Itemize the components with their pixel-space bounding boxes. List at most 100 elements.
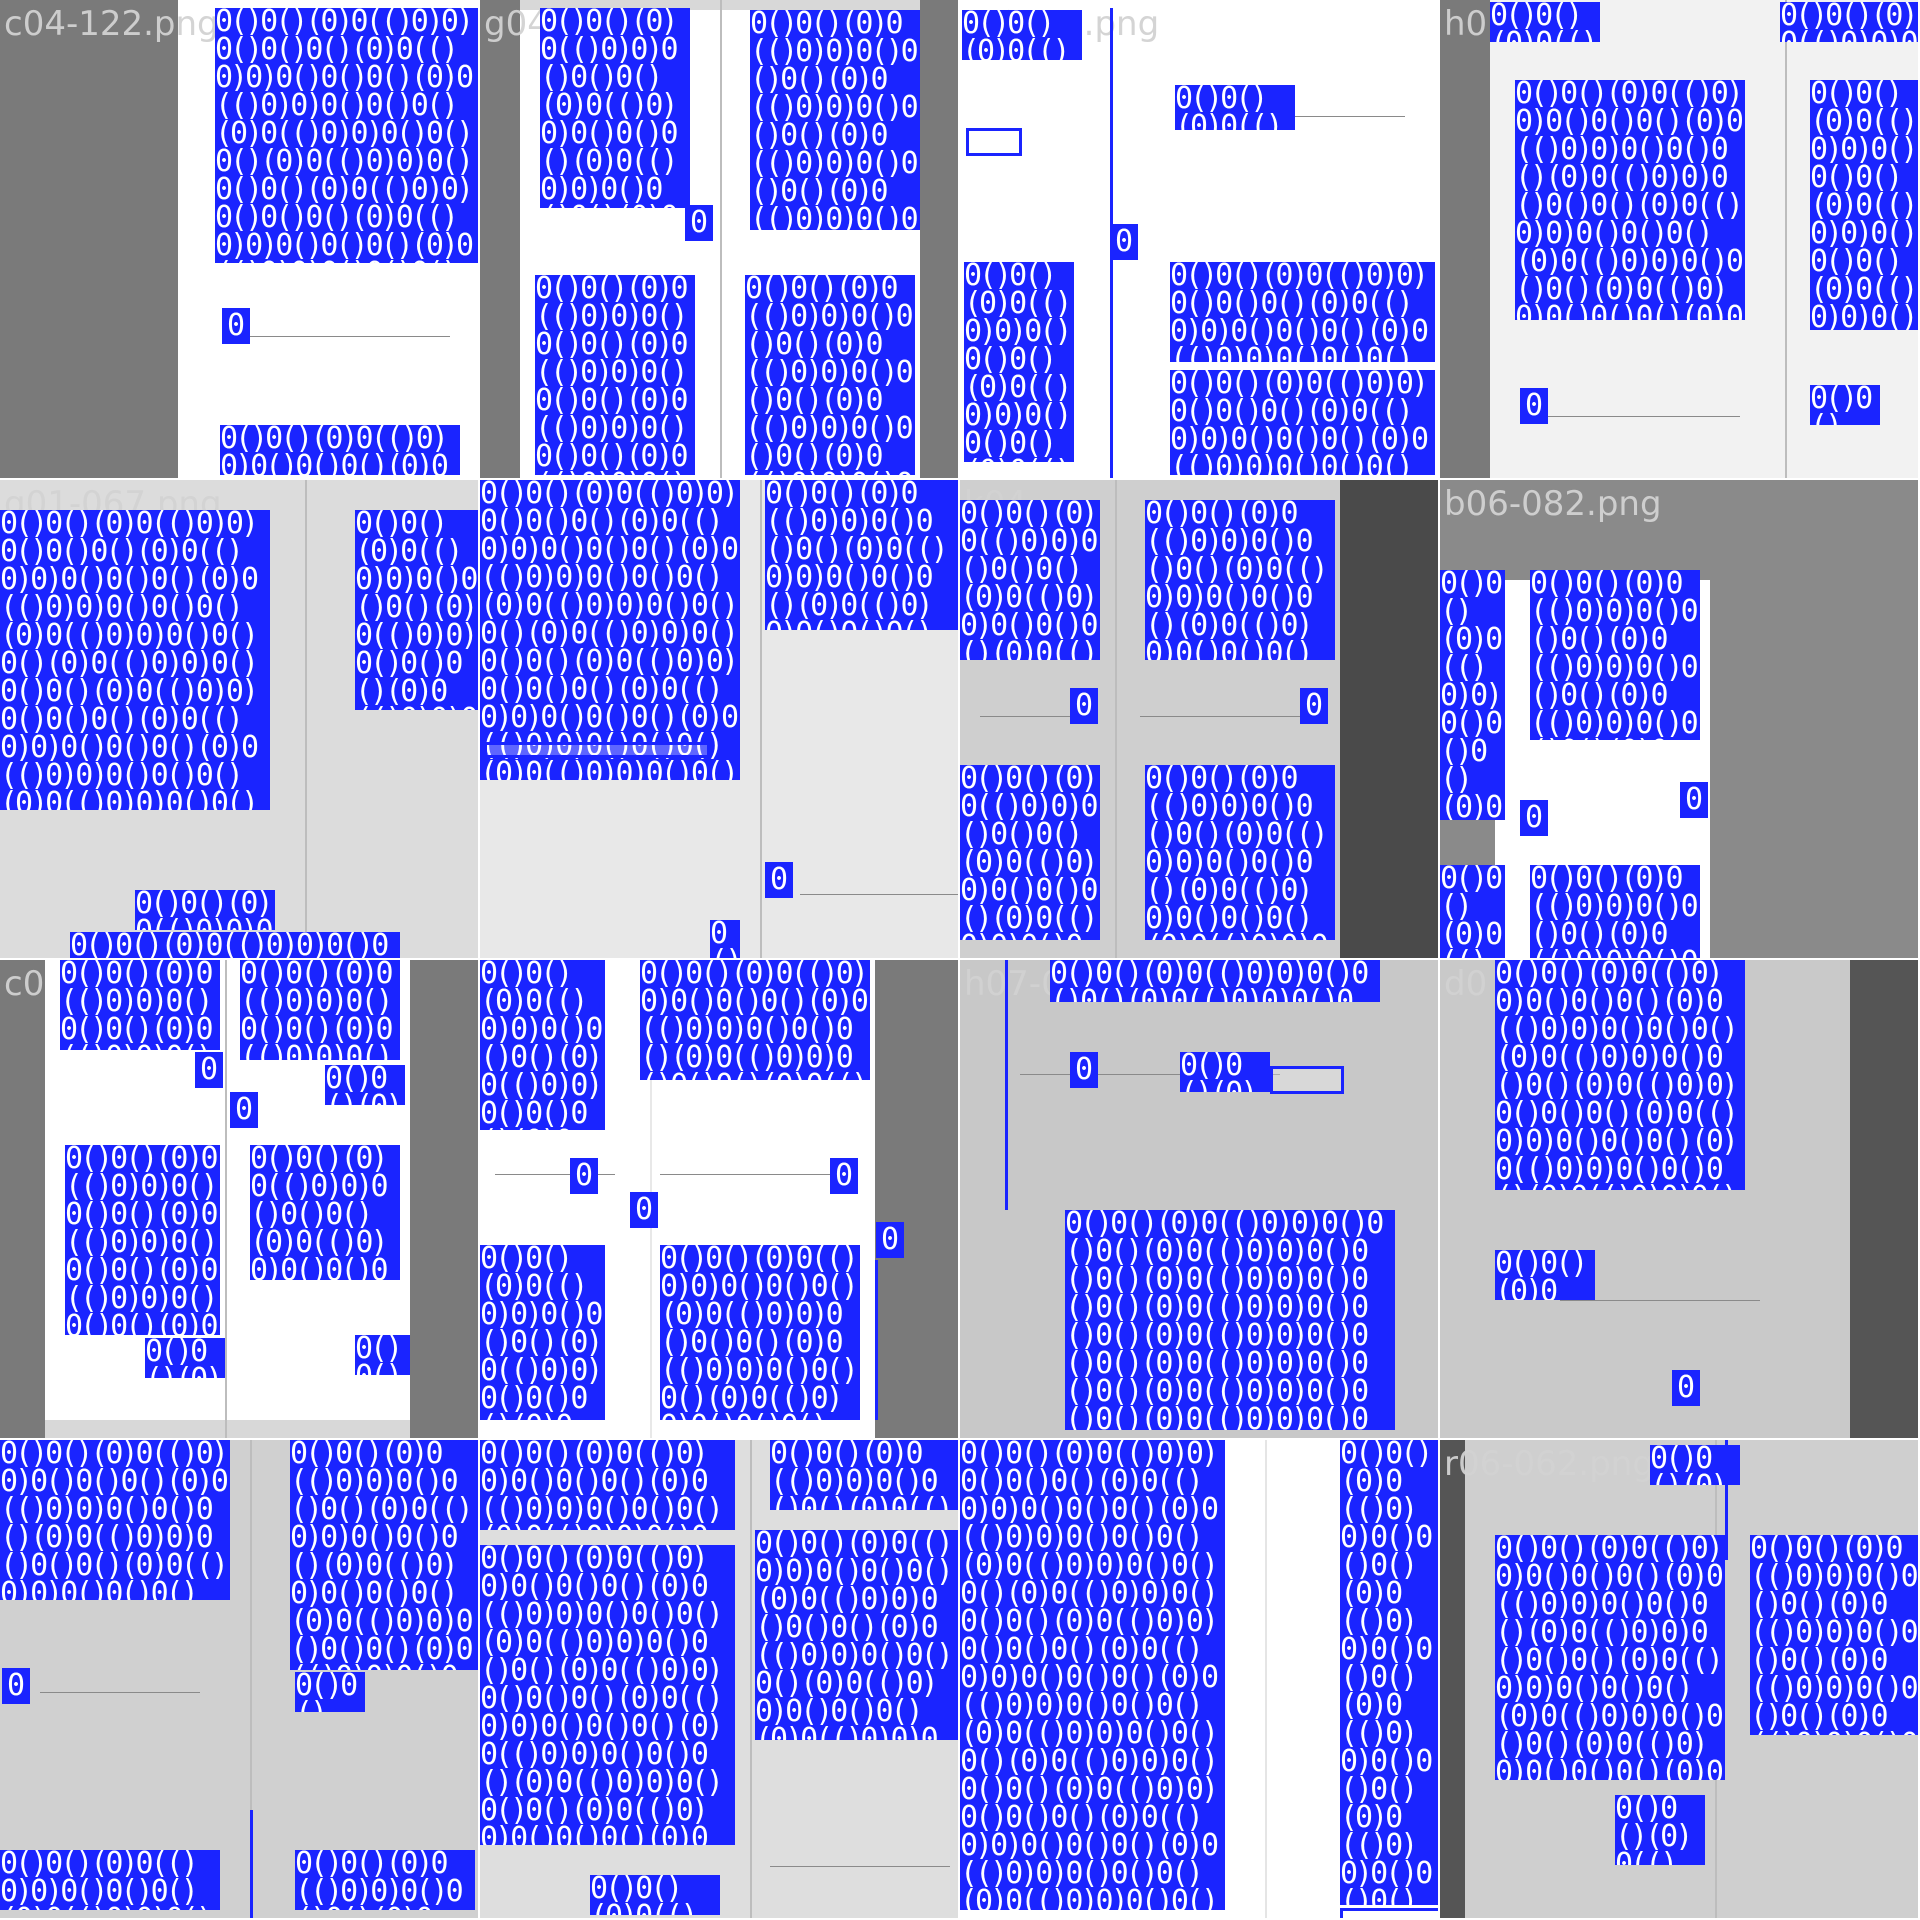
tile-5: 0()0()(0)0(()0)0)0()0()0()(0)0(()0)0)0()… (480, 480, 960, 960)
page-fold (250, 1440, 252, 1918)
text-detection-boxes: 0()0()(0)0(()0)0)0()0()0()(0)0(()0)0)0()… (765, 480, 958, 630)
detection-box: 0 (1680, 782, 1709, 818)
text-detection-boxes: 0()0()(0)0(()0)0)0()0()0()(0)0(()0)0)0()… (1515, 80, 1745, 320)
text-detection-boxes: 0()0()(0)0(()0)0)0()0()0()(0)0(()0)0)0()… (0, 1440, 230, 1600)
detection-box: 0 (1110, 224, 1139, 260)
text-detection-boxes: 0()0()(0)0(()0)0)0()0()0()(0)0(()0)0)0()… (480, 1545, 735, 1845)
detection-box: 0 (765, 862, 794, 898)
ruled-line (230, 336, 450, 337)
text-detection-boxes: 0()0()(0)0(()0)0)0()0()0()(0)0(()0)0)0()… (1810, 80, 1918, 330)
text-detection-boxes: 0()0()(0)0(()0)0)0()0()0()(0)0(()0)0)0()… (1050, 960, 1380, 1002)
detection-box: 0 (230, 1092, 259, 1128)
text-detection-boxes: 0()0()(0)0(()0)0)0()0()0()(0)0(()0)0)0()… (1145, 500, 1335, 660)
text-detection-boxes: 0()0()(0)0(()0)0)0()0()0()(0)0(()0)0)0()… (1170, 262, 1435, 362)
tile-c0: c0 0()0()(0)0(()0)0)0()0()0()(0)0(()0)0)… (0, 960, 480, 1440)
detection-box: 0 (195, 1052, 224, 1088)
detection-box: 0 (876, 1222, 905, 1258)
tile-d0: d0 0()0()(0)0(()0)0)0()0()0()(0)0(()0)0)… (1440, 960, 1920, 1440)
text-detection-boxes: 0()0()(0)0(()0)0)0()0()0()(0)0(()0)0)0()… (1530, 570, 1700, 740)
page-fold (225, 960, 227, 1438)
text-detection-boxes: 0()0()(0)0(()0)0)0()0()0()(0)0(()0)0)0()… (962, 10, 1082, 60)
scan-margin (875, 960, 958, 1438)
text-detection-boxes: 0()0()(0)0(()0)0)0()0()0()(0)0(()0)0)0()… (1145, 765, 1335, 940)
tile-label: r06-062.png (1444, 1444, 1654, 1484)
detection-box: 0 (1300, 688, 1329, 724)
tile-label: c0 (4, 964, 45, 1004)
text-detection-boxes: 0()0()(0)0(()0)0)0()0()0()(0)0(()0)0)0()… (1175, 85, 1295, 130)
text-detection-boxes: 0()0()(0)0(()0)0)0()0()0()(0)0(()0)0)0()… (1530, 865, 1700, 958)
detection-line (250, 1810, 253, 1918)
tile-k04: k04 0()0()(0)0(()0)0)0()0()0()(0)0(()0)0… (960, 480, 1440, 960)
text-detection-boxes: 0()0()(0)0(()0)0)0()0()0()(0)0(()0)0)0()… (755, 1530, 958, 1740)
ruled-line (1020, 1074, 1280, 1075)
text-detection-boxes: 0()0()(0)0(()0)0)0()0()0()(0)0(()0)0)0()… (745, 275, 915, 475)
tile-h07-0: h07-0 0()0()(0)0(()0)0)0()0()0()(0)0(()0… (960, 960, 1440, 1440)
page-fold (1785, 0, 1787, 478)
page-fold (1115, 480, 1117, 958)
tile-label: h0 (1444, 4, 1488, 44)
text-detection-boxes: 0()0()(0)0(()0)0)0()0()0()(0)0(()0)0)0()… (145, 1338, 225, 1378)
text-detection-boxes: 0()0()(0)0(()0)0)0()0()0()(0)0(()0)0)0()… (290, 1440, 478, 1670)
page-fold (750, 1440, 752, 1918)
text-detection-boxes: 0()0()(0)0(()0)0)0()0()0()(0)0(()0)0)0()… (1180, 1052, 1270, 1092)
tile-7-046a: 7-046a.png 0()0()(0)0(()0)0)0()0()0()(0)… (960, 0, 1440, 480)
text-detection-boxes: 0()0()(0)0(()0)0)0()0()0()(0)0(()0)0)0()… (65, 1145, 220, 1335)
text-detection-boxes: 0()0()(0)0(()0)0)0()0()0()(0)0(()0)0)0()… (710, 920, 740, 958)
text-detection-boxes: 0()0()(0)0(()0)0)0()0()0()(0)0(()0)0)0()… (590, 1875, 720, 1915)
scan-margin (1440, 1440, 1465, 1918)
scan-margin (480, 0, 520, 478)
tile-c04-122: c04-122.png 0()0()(0)0(()0)0)0()0()0()(0… (0, 0, 480, 480)
text-detection-boxes: 0()0()(0)0(()0)0)0()0()0()(0)0(()0)0)0()… (1340, 1440, 1438, 1905)
tile-14: 0()0()(0)0(()0)0)0()0()0()(0)0(()0)0)0()… (960, 1440, 1440, 1920)
text-detection-boxes: 0()0()(0)0(()0)0)0()0()0()(0)0(()0)0)0()… (480, 480, 740, 780)
tile-label: d0 (1444, 964, 1488, 1004)
text-detection-boxes: 0()0()(0)0(()0)0)0()0()0()(0)0(()0)0)0()… (960, 500, 1100, 660)
ruled-line (660, 1174, 830, 1175)
text-detection-boxes: 0()0()(0)0(()0)0)0()0()0()(0)0(()0)0)0()… (355, 1335, 410, 1375)
text-detection-boxes: 0()0()(0)0(()0)0)0()0()0()(0)0(()0)0)0()… (1810, 385, 1880, 425)
detection-box: 0 (830, 1158, 859, 1194)
text-detection-boxes: 0()0()(0)0(()0)0)0()0()0()(0)0(()0)0)0()… (1495, 1535, 1725, 1780)
scan-margin (1340, 480, 1438, 958)
text-detection-boxes: 0()0()(0)0(()0)0)0()0()0()(0)0(()0)0)0()… (480, 1440, 735, 1530)
text-detection-boxes: 0()0()(0)0(()0)0)0()0()0()(0)0(()0)0)0()… (1780, 2, 1918, 42)
tile-label: c04-122.png (4, 4, 219, 44)
detection-box (484, 742, 710, 758)
scan-margin (410, 960, 478, 1438)
text-detection-boxes: 0()0()(0)0(()0)0)0()0()0()(0)0(()0)0)0()… (60, 960, 220, 1050)
detection-line (1005, 960, 1008, 1210)
text-detection-boxes: 0()0()(0)0(()0)0)0()0()0()(0)0(()0)0)0()… (0, 1850, 220, 1910)
detection-box: 0 (222, 308, 251, 344)
text-detection-boxes: 0()0()(0)0(()0)0)0()0()0()(0)0(()0)0)0()… (1615, 1795, 1705, 1865)
text-detection-boxes: 0()0()(0)0(()0)0)0()0()0()(0)0(()0)0)0()… (964, 262, 1074, 462)
text-detection-boxes: 0()0()(0)0(()0)0)0()0()0()(0)0(()0)0)0()… (240, 960, 400, 1060)
scan-margin (0, 960, 45, 1438)
text-detection-boxes: 0()0()(0)0(()0)0)0()0()0()(0)0(()0)0)0()… (535, 275, 695, 475)
detection-line (875, 1260, 878, 1420)
tile-label: b06-082.png (1444, 484, 1662, 524)
detection-box: 0 (685, 205, 714, 241)
text-detection-boxes: 0()0()(0)0(()0)0)0()0()0()(0)0(()0)0)0()… (480, 1245, 605, 1420)
text-detection-boxes: 0()0()(0)0(()0)0)0()0()0()(0)0(()0)0)0()… (480, 960, 605, 1130)
ruled-line (1560, 1300, 1760, 1301)
tile-label: h07-0 (964, 964, 1063, 1004)
text-detection-boxes: 0()0()(0)0(()0)0)0()0()0()(0)0(()0)0)0()… (295, 1672, 365, 1712)
text-detection-boxes: 0()0()(0)0(()0)0)0()0()0()(0)0(()0)0)0()… (1490, 2, 1600, 42)
detection-line (1725, 1440, 1728, 1560)
text-detection-boxes: 0()0()(0)0(()0)0)0()0()0()(0)0(()0)0)0()… (660, 1245, 860, 1420)
text-detection-boxes: 0()0()(0)0(()0)0)0()0()0()(0)0(()0)0)0()… (220, 425, 460, 475)
tile-h0: h0 0()0()(0)0(()0)0)0()0()0()(0)0(()0)0)… (1440, 0, 1920, 480)
ruled-line (1140, 716, 1300, 717)
tile-g04: g04 0()0()(0)0(()0)0)0()0()0()(0)0(()0)0… (480, 0, 960, 480)
page-fold (1265, 1440, 1267, 1918)
ruled-line (800, 894, 958, 895)
text-detection-boxes: 0()0()(0)0(()0)0)0()0()0()(0)0(()0)0)0()… (215, 8, 478, 263)
tile-5-png: 0()0()(0)0(()0)0)0()0()0()(0)0(()0)0)0()… (480, 960, 960, 1440)
text-detection-boxes: 0()0()(0)0(()0)0)0()0()0()(0)0(()0)0)0()… (1750, 1535, 1918, 1735)
ruled-line (1540, 416, 1740, 417)
text-detection-boxes: 0()0()(0)0(()0)0)0()0()0()(0)0(()0)0)0()… (1495, 1250, 1595, 1300)
scan-margin (1850, 960, 1918, 1438)
scan-margin (0, 0, 178, 478)
ruled-line (495, 1174, 615, 1175)
